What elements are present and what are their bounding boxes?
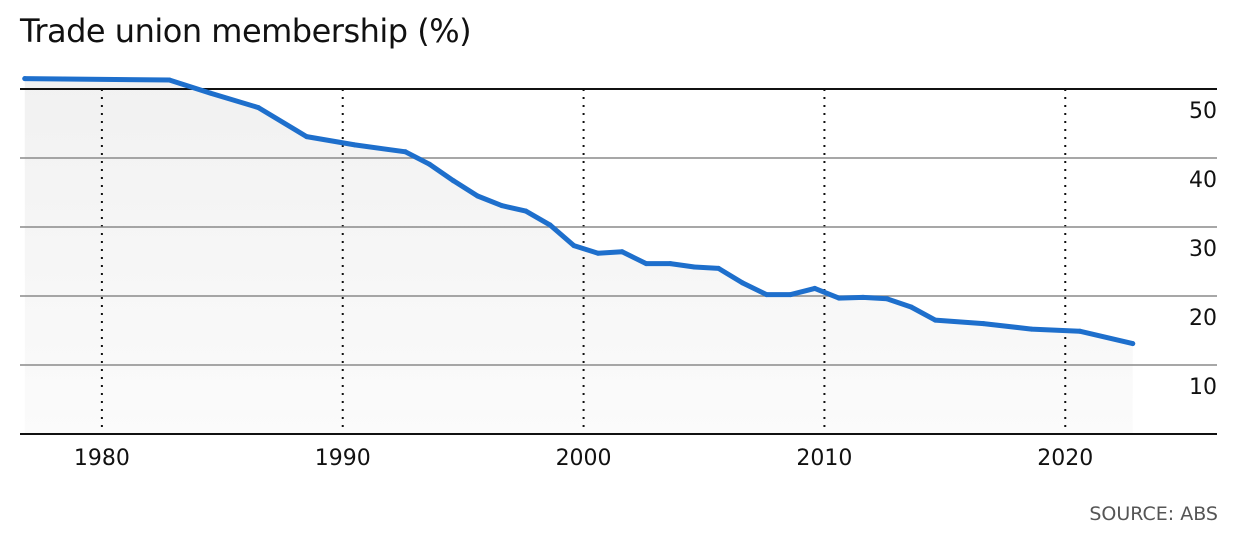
- area-fill-layer: [24, 78, 1133, 434]
- data-point-23: [812, 285, 818, 291]
- y-tick-labels: 10 20 30 40 50: [1189, 99, 1217, 400]
- data-point-16: [643, 261, 649, 267]
- data-point-6: [402, 149, 408, 155]
- data-point-1: [166, 77, 172, 83]
- y-tick-label-40: 40: [1189, 168, 1217, 193]
- x-tick-labels: 1980 1990 2000 2010 2020: [74, 446, 1093, 471]
- x-tick-label-1980: 1980: [74, 446, 130, 471]
- data-point-19: [716, 265, 721, 271]
- data-point-17: [667, 261, 673, 267]
- x-tick-label-1990: 1990: [315, 446, 371, 471]
- data-point-15: [619, 249, 625, 255]
- x-tick-label-2020: 2020: [1037, 446, 1093, 471]
- data-point-29: [980, 321, 986, 327]
- data-point-24: [836, 295, 842, 301]
- area-fill: [24, 78, 1133, 434]
- data-point-13: [571, 243, 577, 249]
- data-point-8: [451, 178, 456, 184]
- data-point-32: [1130, 341, 1136, 347]
- x-tick-label-2010: 2010: [796, 446, 852, 471]
- line-chart: 10 20 30 40 50 1980 1990 2000 2010 2020: [20, 76, 1217, 471]
- y-tick-label-50: 50: [1189, 99, 1217, 124]
- data-point-28: [932, 317, 938, 323]
- data-point-20: [740, 280, 745, 286]
- data-point-22: [788, 292, 794, 298]
- data-point-27: [908, 304, 914, 310]
- data-point-9: [475, 193, 481, 199]
- data-point-30: [1029, 326, 1034, 332]
- data-point-18: [691, 264, 697, 270]
- y-tick-label-10: 10: [1189, 375, 1217, 400]
- data-point-3: [255, 105, 261, 111]
- data-point-4: [304, 134, 310, 140]
- data-point-5: [352, 142, 358, 148]
- data-point-12: [547, 222, 553, 228]
- data-point-7: [426, 161, 432, 167]
- data-point-25: [860, 294, 866, 300]
- vertical-gridlines: [100, 89, 1067, 434]
- y-tick-label-20: 20: [1189, 306, 1217, 331]
- data-point-31: [1077, 328, 1083, 334]
- data-point-0: [22, 76, 28, 82]
- series-line-layer: [22, 76, 1136, 347]
- data-point-2: [207, 90, 213, 96]
- chart-title: Trade union membership (%): [20, 12, 472, 50]
- source-note: SOURCE: ABS: [1089, 503, 1218, 525]
- data-point-21: [764, 292, 770, 298]
- data-point-11: [523, 208, 529, 214]
- data-point-14: [595, 250, 601, 256]
- horizontal-gridlines: [20, 88, 1217, 435]
- data-point-10: [499, 203, 505, 209]
- data-point-26: [884, 296, 890, 302]
- y-tick-label-30: 30: [1189, 237, 1217, 262]
- x-tick-label-2000: 2000: [556, 446, 612, 471]
